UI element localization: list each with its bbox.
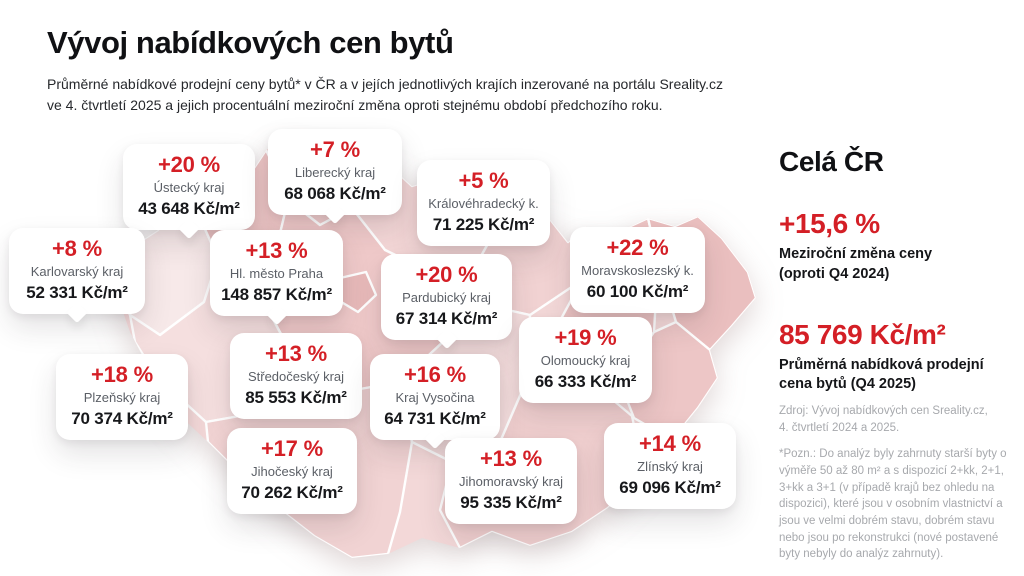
page-subtitle: Průměrné nabídkové prodejní ceny bytů* v… bbox=[47, 76, 723, 114]
page-title: Vývoj nabídkových cen bytů bbox=[47, 25, 454, 60]
summary-heading: Celá ČR bbox=[779, 146, 884, 177]
source-note: Zdroj: Vývoj nabídkových cen Sreality.cz… bbox=[779, 405, 988, 434]
summary-price-value: 85 769 Kč/m² bbox=[779, 318, 946, 350]
country-summary: Celá ČR +15,6 % Meziroční změna ceny (op… bbox=[779, 146, 1011, 394]
summary-change-value: +15,6 % bbox=[779, 208, 880, 239]
footnotes: Zdroj: Vývoj nabídkových cen Sreality.cz… bbox=[779, 403, 1009, 563]
summary-change-label: Meziroční změna ceny (oproti Q4 2024) bbox=[779, 246, 933, 282]
card-pointer bbox=[66, 301, 88, 323]
map-svg bbox=[112, 138, 756, 558]
methodology-footnote: *Pozn.: Do analýz byly zahrnuty starší b… bbox=[779, 448, 1007, 561]
header: Vývoj nabídkových cen bytů Průměrné nabí… bbox=[47, 25, 737, 116]
czech-republic-map bbox=[100, 130, 760, 560]
summary-price-label: Průměrná nabídková prodejní cena bytů (Q… bbox=[779, 357, 984, 393]
